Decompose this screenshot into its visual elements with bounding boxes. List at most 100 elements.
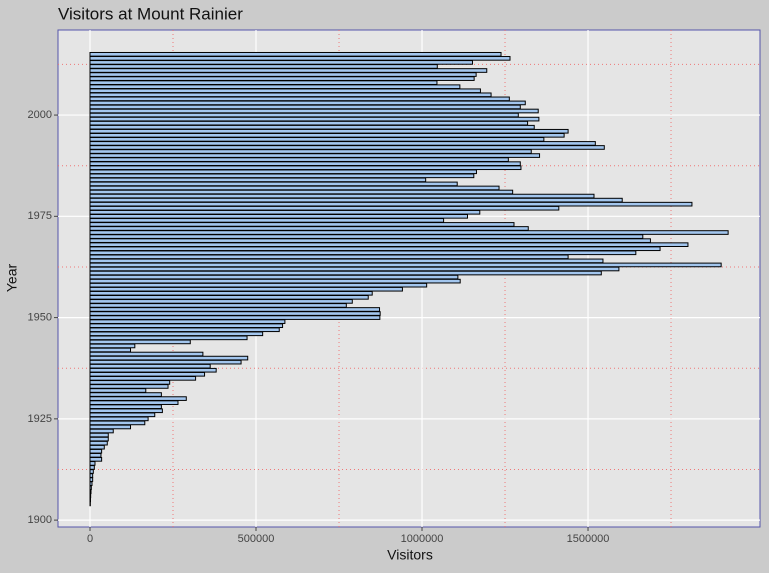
bar — [90, 287, 402, 291]
bar — [90, 251, 636, 255]
bar — [90, 433, 108, 437]
bar — [90, 146, 604, 150]
bar — [90, 312, 380, 316]
bar — [90, 283, 427, 287]
bar — [90, 239, 650, 243]
bar — [90, 97, 509, 101]
bar — [90, 85, 460, 89]
bar — [90, 348, 131, 352]
bar — [90, 458, 102, 462]
bar — [90, 291, 372, 295]
bar — [90, 215, 467, 219]
y-tick-label: 1900 — [28, 514, 52, 526]
bar — [90, 235, 643, 239]
bar — [90, 154, 540, 158]
bar — [90, 381, 170, 385]
bar — [90, 344, 135, 348]
bar — [90, 158, 508, 162]
bar — [90, 125, 534, 129]
bar — [90, 389, 146, 393]
bar — [90, 194, 594, 198]
bar — [90, 210, 480, 214]
bar — [90, 61, 472, 65]
bar — [90, 328, 279, 332]
bar — [90, 178, 426, 182]
bar — [90, 316, 380, 320]
bar — [90, 486, 91, 490]
bar — [90, 170, 476, 174]
bar — [90, 101, 525, 105]
bar — [90, 356, 248, 360]
bar — [90, 138, 544, 142]
bar — [90, 150, 531, 154]
bar — [90, 368, 216, 372]
bar — [90, 336, 247, 340]
bar — [90, 190, 513, 194]
x-axis-title: Visitors — [387, 547, 433, 563]
bar — [90, 117, 539, 121]
bar — [90, 332, 263, 336]
bar — [90, 129, 568, 133]
y-tick-label: 2000 — [28, 109, 52, 121]
bar — [90, 377, 196, 381]
bar — [90, 296, 368, 300]
bar — [90, 429, 113, 433]
bar — [90, 304, 346, 308]
bar — [90, 300, 352, 304]
bar — [90, 441, 107, 445]
bar — [90, 206, 559, 210]
bar — [90, 121, 528, 125]
bar — [90, 421, 145, 425]
bar — [90, 166, 521, 170]
bar — [90, 437, 108, 441]
bar — [90, 279, 460, 283]
bar — [90, 52, 501, 56]
bar — [90, 409, 162, 413]
bar — [90, 109, 538, 113]
bar — [90, 267, 619, 271]
bar — [90, 202, 692, 206]
bar — [90, 89, 480, 93]
x-tick-label: 1500000 — [567, 533, 610, 545]
bar — [90, 219, 444, 223]
bar — [90, 227, 528, 231]
bar — [90, 397, 186, 401]
bar — [90, 105, 520, 109]
bar — [90, 474, 93, 478]
bar — [90, 417, 148, 421]
bar — [90, 413, 155, 417]
bar — [90, 364, 210, 368]
bar — [90, 247, 660, 251]
bar — [90, 308, 380, 312]
bar — [90, 405, 161, 409]
bar — [90, 453, 101, 457]
x-tick-label: 500000 — [238, 533, 275, 545]
bar — [90, 275, 458, 279]
bar — [90, 77, 474, 81]
x-tick-label: 1000000 — [401, 533, 444, 545]
bar — [90, 133, 564, 137]
bar — [90, 81, 437, 85]
bar — [90, 401, 178, 405]
bar — [90, 482, 92, 486]
bar — [90, 223, 514, 227]
bar — [90, 360, 241, 364]
bar — [90, 320, 285, 324]
bar — [90, 445, 104, 449]
bar — [90, 462, 95, 466]
bar — [90, 259, 603, 263]
y-tick-label: 1950 — [28, 311, 52, 323]
bar — [90, 186, 499, 190]
bar — [90, 372, 205, 376]
x-tick-label: 0 — [87, 533, 93, 545]
bar — [90, 352, 203, 356]
bar — [90, 174, 474, 178]
chart-title: Visitors at Mount Rainier — [58, 4, 243, 23]
bar — [90, 93, 491, 97]
bar — [90, 425, 131, 429]
y-tick-label: 1925 — [28, 413, 52, 425]
bar — [90, 57, 510, 61]
bar — [90, 142, 595, 146]
bar — [90, 324, 283, 328]
